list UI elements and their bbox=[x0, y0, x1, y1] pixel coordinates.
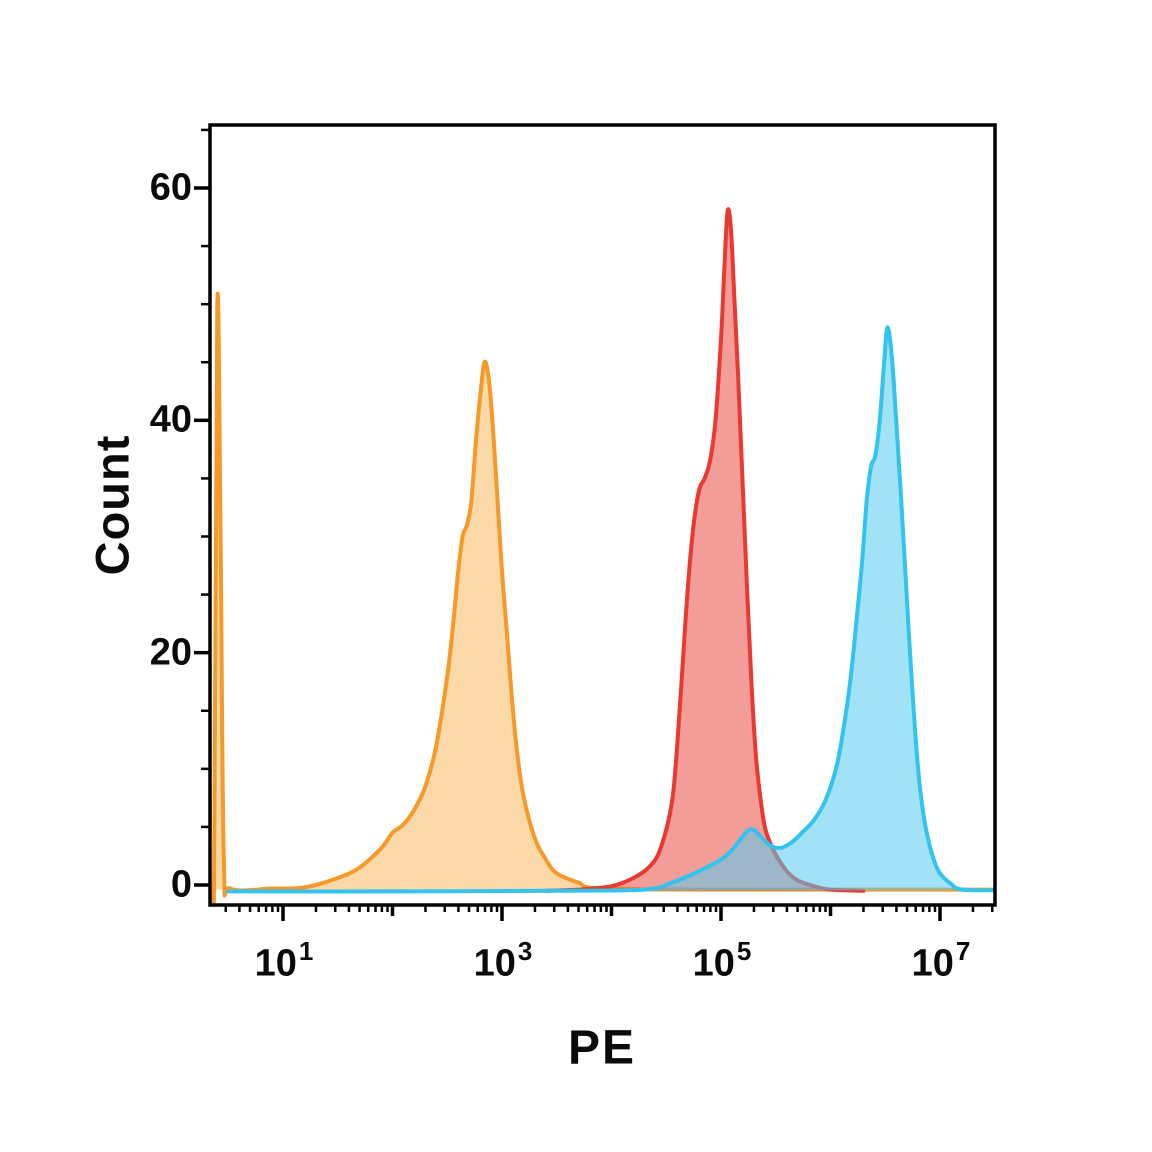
y-tick-label-60: 60 bbox=[149, 166, 192, 209]
red-population-area bbox=[545, 209, 864, 891]
y-tick-label-40: 40 bbox=[149, 398, 192, 441]
x-tick-label-1e7: 107 bbox=[911, 936, 971, 985]
x-tick-label-1e3: 103 bbox=[473, 936, 533, 985]
plot-frame bbox=[208, 123, 997, 907]
cyan-population-curve bbox=[226, 325, 995, 894]
x-tick-label-1e1: 101 bbox=[254, 936, 314, 985]
cyan-population-area bbox=[228, 327, 995, 892]
x-axis-title: PE bbox=[567, 1021, 637, 1075]
y-axis-title: Count bbox=[85, 434, 139, 576]
orange-population-curve bbox=[210, 291, 995, 905]
x-tick-label-1e5: 105 bbox=[692, 936, 752, 985]
y-tick-label-0: 0 bbox=[170, 863, 192, 906]
y-tick-label-20: 20 bbox=[149, 631, 192, 674]
